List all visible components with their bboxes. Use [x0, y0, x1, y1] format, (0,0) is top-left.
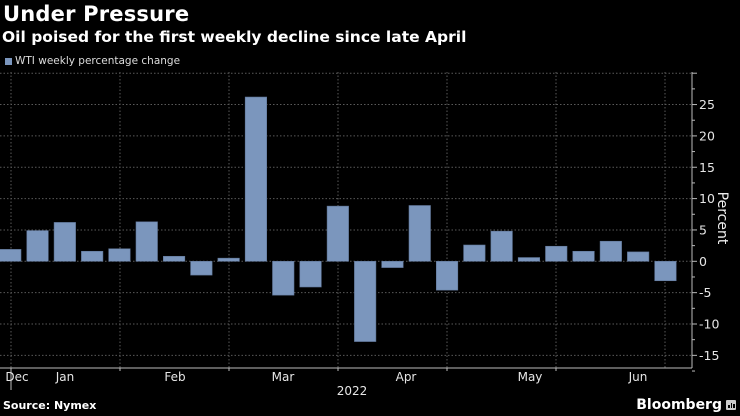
legend-swatch [5, 57, 12, 65]
bar [408, 205, 431, 262]
x-month-label: Jan [55, 370, 75, 384]
y-axis-label: Percent [714, 191, 730, 245]
bloomberg-logo: Bloomberg [636, 397, 722, 413]
bar [53, 222, 76, 262]
bar [381, 260, 404, 268]
bar [572, 250, 595, 262]
bar [299, 260, 322, 288]
x-month-label: May [518, 370, 543, 384]
bar [81, 250, 104, 262]
bar [354, 260, 377, 342]
y-tick-label: 20 [699, 128, 715, 143]
x-year-label: 2022 [337, 384, 368, 398]
legend: WTI weekly percentage change [5, 55, 180, 67]
bar [545, 245, 568, 262]
y-tick-label: 10 [699, 191, 715, 206]
bar [135, 221, 158, 262]
y-tick-label: -15 [699, 348, 719, 363]
legend-label: WTI weekly percentage change [15, 55, 181, 67]
x-axis: Dec Jan Feb Mar Apr May Jun 2022 [0, 367, 692, 398]
bar [435, 260, 459, 291]
y-tick-label: 25 [699, 97, 715, 112]
bloomberg-chart-icon [726, 400, 736, 410]
y-tick-label: -10 [699, 317, 719, 332]
y-axis: 25 20 15 10 5 0 -5 -10 -15 [691, 72, 719, 372]
bar [0, 249, 22, 262]
bar [190, 260, 213, 276]
bar [244, 96, 267, 262]
bar [599, 240, 622, 262]
bars [0, 96, 677, 342]
bar [654, 260, 677, 282]
x-month-label: Jun [628, 370, 648, 384]
x-month-label: Feb [164, 370, 185, 384]
y-tick-label: 15 [699, 160, 715, 175]
chart-subtitle: Oil poised for the first weekly decline … [2, 28, 467, 46]
y-tick-label: 0 [699, 254, 707, 269]
bar [463, 244, 486, 262]
bar [326, 205, 349, 262]
bar [108, 248, 131, 262]
bar [490, 230, 513, 262]
x-month-label: Apr [396, 370, 417, 384]
bar [517, 257, 541, 262]
chart-title: Under Pressure [3, 2, 190, 26]
bar [627, 251, 650, 262]
y-tick-label: -5 [699, 285, 711, 300]
bar [26, 230, 49, 262]
y-tick-label: 5 [699, 222, 707, 237]
x-month-label: Mar [272, 370, 295, 384]
source-note: Source: Nymex [3, 399, 97, 412]
bar [217, 257, 240, 262]
x-month-label: Dec [5, 370, 28, 384]
bar [163, 255, 186, 262]
bar [272, 260, 295, 296]
